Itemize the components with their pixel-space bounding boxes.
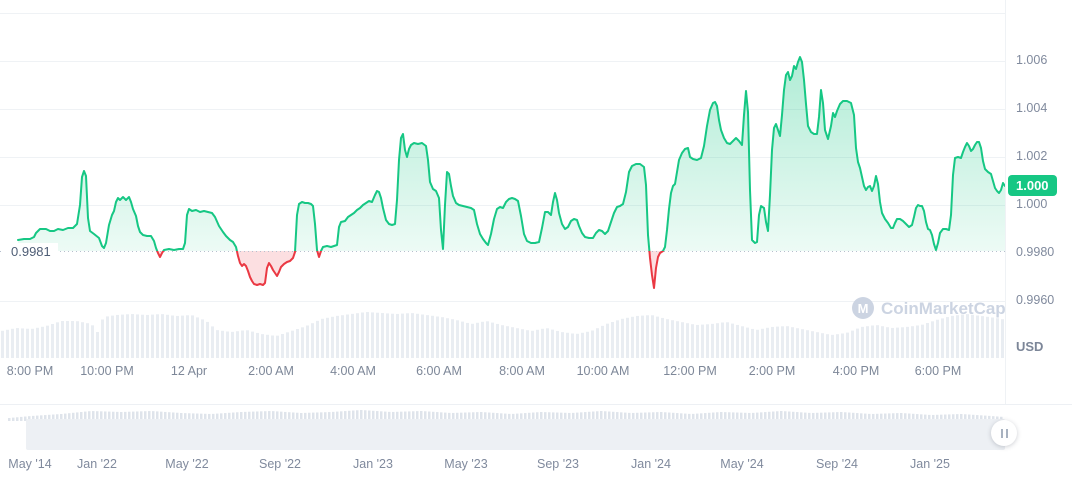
y-axis-tick: 0.9980	[1016, 245, 1055, 259]
time-axis-tick: 8:00 AM	[499, 364, 545, 378]
coinmarketcap-watermark: M CoinMarketCap	[852, 297, 1006, 319]
svg-text:M: M	[858, 301, 869, 316]
svg-text:CoinMarketCap: CoinMarketCap	[881, 299, 1006, 318]
chart-plot-area[interactable]	[0, 0, 1005, 358]
y-axis-tick: 1.006	[1016, 53, 1048, 67]
range-navigator: May '14 Jan '22 May '22 Sep '22 Jan '23 May '…	[0, 404, 1072, 477]
navigator-date-tick: May '14	[8, 457, 52, 471]
navigator-right-handle[interactable]	[991, 420, 1017, 446]
volume-bars	[1, 312, 1004, 358]
navigator-date-tick: Sep '24	[815, 457, 858, 471]
time-axis-tick: 10:00 AM	[576, 364, 630, 378]
time-axis-tick: 8:00 PM	[6, 364, 54, 378]
time-axis-tick: 4:00 AM	[330, 364, 376, 378]
coinmarketcap-logo-icon	[852, 297, 874, 319]
baseline-value-label: 0.9981	[4, 243, 58, 261]
time-axis-tick: 6:00 PM	[914, 364, 962, 378]
navigator-date-tick: Sep '22	[258, 457, 301, 471]
price-line-up	[17, 56, 1005, 251]
price-chart-canvas: M CoinMarketCap	[0, 0, 1006, 404]
navigator-date-tick: May '24	[720, 457, 764, 471]
navigator-mini-chart	[8, 410, 1003, 421]
time-axis-tick: 10:00 PM	[80, 364, 134, 378]
time-axis-tick: 12:00 PM	[663, 364, 717, 378]
time-axis-tick: 2:00 PM	[748, 364, 796, 378]
y-axis-tick: 0.9960	[1016, 293, 1055, 307]
unit-label: USD	[1016, 339, 1044, 354]
current-price-badge: 1.000	[1008, 175, 1057, 196]
navigator-selected-range[interactable]	[26, 419, 1005, 450]
y-axis-tick: 1.004	[1016, 101, 1048, 115]
navigator-date-tick: Jan '22	[77, 457, 117, 471]
navigator-date-tick: Jan '24	[631, 457, 671, 471]
navigator-date-tick: Jan '25	[910, 457, 950, 471]
navigator-date-tick: May '23	[444, 457, 488, 471]
price-area-up	[18, 57, 1005, 251]
navigator-date-tick: Sep '23	[536, 457, 579, 471]
navigator-date-tick: May '22	[165, 457, 209, 471]
time-axis-tick: 4:00 PM	[832, 364, 880, 378]
navigator-date-tick: Jan '23	[353, 457, 393, 471]
pause-bars-icon	[1000, 428, 1003, 438]
pause-bars-icon	[1005, 428, 1008, 438]
time-axis-tick: 6:00 AM	[416, 364, 462, 378]
time-axis-tick: 2:00 AM	[248, 364, 294, 378]
y-axis-tick: 1.000	[1016, 197, 1048, 211]
y-axis-tick: 1.002	[1016, 149, 1048, 163]
time-axis-tick: 12 Apr	[170, 364, 208, 378]
